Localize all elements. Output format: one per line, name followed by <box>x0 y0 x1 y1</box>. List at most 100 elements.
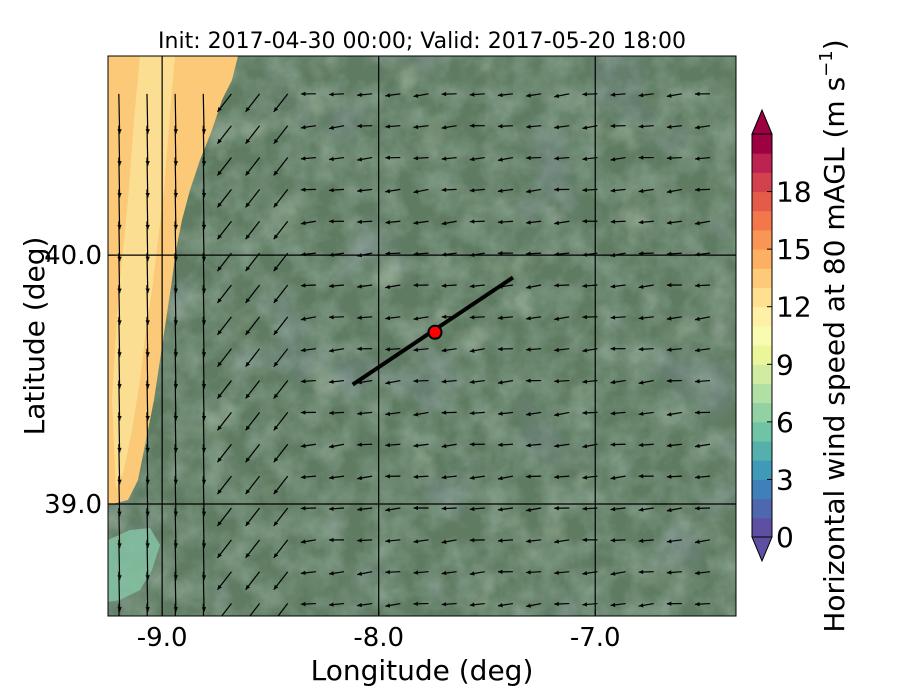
wind-vector-head <box>638 188 644 194</box>
wind-vector-head <box>201 288 207 294</box>
wind-vector-head <box>357 157 363 162</box>
wind-vector-head <box>638 124 644 129</box>
wind-vector-head <box>145 129 150 134</box>
wind-vector-head <box>497 569 503 575</box>
wind-vector-head <box>610 157 616 162</box>
wind-vector-head <box>666 570 672 575</box>
wind-vector-head <box>201 129 207 134</box>
wind-vector-head <box>145 511 150 517</box>
wind-vector-head <box>245 298 251 303</box>
wind-vector-head <box>385 93 391 98</box>
wind-vector-head <box>526 316 531 321</box>
wind-vector-head <box>145 384 150 389</box>
wind-vector-head <box>441 602 447 607</box>
wind-vector-head <box>610 315 616 320</box>
wind-vector-head <box>117 129 122 134</box>
wind-vector-head <box>497 219 503 225</box>
wind-vector-head <box>117 161 122 166</box>
wind-vector-head <box>145 543 150 548</box>
wind-vector-head <box>441 221 447 226</box>
wind-vector-head <box>469 188 475 193</box>
wind-vector-head <box>695 601 700 607</box>
wind-vector-head <box>145 575 150 580</box>
wind-vector-head <box>469 123 475 128</box>
wind-vector-head <box>245 329 251 335</box>
wind-vector-head <box>441 156 447 161</box>
wind-vector-head <box>273 552 279 558</box>
colorbar-tick-label: 18 <box>776 176 812 209</box>
wind-vector-head <box>217 425 222 431</box>
wind-vector-head <box>173 193 179 198</box>
wind-vector <box>174 93 177 134</box>
wind-vector-head <box>300 474 306 480</box>
wind-vector-head <box>217 298 222 303</box>
colorbar-segment <box>752 306 772 327</box>
wind-vector-head <box>245 361 251 367</box>
wind-vector-head <box>217 170 222 176</box>
wind-vector-head <box>273 234 279 240</box>
wind-vector-head <box>497 251 503 256</box>
wind-vector-head <box>300 316 306 321</box>
wind-vector-head <box>554 220 560 226</box>
wind-vector-head <box>554 443 560 448</box>
wind-vector-head <box>666 93 672 98</box>
wind-vector-head <box>145 352 150 357</box>
colorbar-segment <box>752 325 772 346</box>
wind-vector-head <box>173 543 179 548</box>
wind-vector-head <box>610 538 616 543</box>
wind-vector-head <box>554 93 560 99</box>
wind-vector-head <box>695 283 700 288</box>
wind-vector <box>220 603 232 616</box>
wind-vector-head <box>666 282 672 288</box>
wind-vector-head <box>582 283 588 288</box>
wind-vector-head <box>329 571 334 576</box>
wind-vector-head <box>329 602 334 607</box>
wind-vector-head <box>117 511 122 517</box>
wind-vector-head <box>413 474 419 479</box>
wind-vector-head <box>413 539 419 544</box>
colorbar-label-close: ) <box>818 39 851 50</box>
svg-text:Horizontal wind speed at 80 mA: Horizontal wind speed at 80 mAGL (m s−1) <box>816 39 851 632</box>
wind-vector-head <box>610 92 616 97</box>
wind-vector-head <box>497 476 503 481</box>
wind-vector <box>277 603 289 616</box>
wind-vector-head <box>554 156 559 161</box>
wind-vector-head <box>329 506 334 511</box>
colorbar-segment <box>752 498 772 519</box>
wind-vector-head <box>526 189 531 194</box>
wind-vector-head <box>329 92 334 97</box>
wind-vector-head <box>385 538 391 544</box>
wind-vector-head <box>526 507 531 512</box>
wind-vector-head <box>413 378 419 384</box>
wind-vector-head <box>329 348 334 353</box>
plot-frame <box>107 55 737 617</box>
wind-vector-head <box>469 410 475 416</box>
wind-vector-head <box>217 617 221 622</box>
wind-vector-head <box>610 123 616 129</box>
colorbar-segment <box>752 191 772 212</box>
wind-vector-head <box>329 187 334 193</box>
wind-vector-head <box>638 315 644 321</box>
wind-vector-head <box>385 380 391 385</box>
colorbar-label-exponent: −1 <box>816 50 837 77</box>
wind-vector-head <box>469 315 475 320</box>
wind-vector-head <box>497 157 503 162</box>
wind-vector-head <box>610 475 616 481</box>
colorbar-segment <box>752 134 772 154</box>
wind-vector-head <box>329 379 334 384</box>
wind-vector-head <box>695 316 700 322</box>
wind-vector-head <box>554 124 560 130</box>
wind-vector-head <box>357 92 362 97</box>
wind-vector-head <box>413 443 419 448</box>
wind-vector-head <box>554 412 560 417</box>
wind-vector-head <box>245 521 251 526</box>
wind-vector-head <box>145 161 150 166</box>
wind-vector-head <box>385 220 391 225</box>
wind-vector-head <box>273 106 279 112</box>
wind-vector-head <box>582 92 587 97</box>
wind-vector-head <box>329 410 334 416</box>
wind-vector-head <box>582 506 588 511</box>
wind-vector-head <box>173 352 179 357</box>
wind-vector-head <box>117 607 122 612</box>
wind-vector-head <box>582 156 588 161</box>
